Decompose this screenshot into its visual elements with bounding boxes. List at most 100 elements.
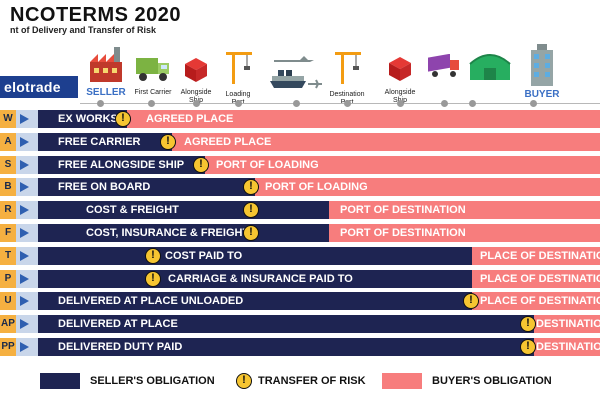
seller-obligation-bar — [38, 155, 205, 174]
buyer-obligation-bar — [255, 178, 600, 197]
incoterm-row: A FREE CARRIER AGREED PLACE! — [0, 132, 600, 151]
legend-seller-swatch — [40, 373, 80, 389]
play-arrow-icon — [16, 338, 38, 356]
incoterm-row: W EX WORKS AGREED PLACE! — [0, 110, 600, 128]
risk-transfer-icon: ! — [520, 316, 536, 333]
timeline — [80, 103, 600, 104]
buyer-term-label: AGREED PLACE — [146, 113, 234, 125]
stage-alongside-ship: Alongside Ship — [176, 54, 216, 105]
timeline-dot — [397, 100, 404, 107]
buyer-obligation-bar — [472, 246, 600, 265]
factory-icon — [90, 47, 122, 82]
risk-transfer-icon: ! — [463, 293, 479, 310]
buyer-term-label: PORT OF DESTINATION — [340, 204, 466, 217]
stage-first-carrier: First Carrier — [130, 52, 176, 97]
legend-buyer-label: BUYER'S OBLIGATION — [432, 375, 552, 387]
timeline-dot — [148, 100, 155, 107]
incoterm-code: S — [0, 155, 16, 174]
incoterm-row: S FREE ALONGSIDE SHIP PORT OF LOADING! — [0, 155, 600, 174]
buyer-term-label: PORT OF LOADING — [216, 158, 319, 171]
incoterm-row: U DELIVERED AT PLACE UNLOADED PLACE OF DES… — [0, 292, 600, 311]
seller-term-label: EX WORKS — [58, 113, 118, 125]
timeline-dot — [97, 100, 104, 107]
timeline-dot — [235, 100, 242, 107]
incoterm-row: P CARRIAGE & INSURANCE PAID TO PLACE OF DE… — [0, 269, 600, 288]
buyer-obligation-bar — [534, 315, 600, 334]
risk-transfer-icon: ! — [160, 133, 176, 150]
seller-obligation-bar — [38, 178, 255, 197]
stage-warehouse — [466, 48, 514, 87]
buyer-obligation-bar — [172, 132, 600, 151]
play-arrow-icon — [16, 178, 38, 197]
risk-transfer-icon: ! — [145, 247, 161, 264]
stage-label: SELLER — [86, 87, 126, 98]
seller-obligation-bar — [38, 110, 127, 128]
stage-label: First Carrier — [134, 89, 172, 96]
seller-term-label: CARRIAGE & INSURANCE PAID TO — [168, 272, 353, 285]
timeline-dot — [441, 100, 448, 107]
seller-obligation-bar — [38, 338, 534, 356]
stage-loading-port: Loading Port — [220, 46, 256, 107]
incoterm-code: B — [0, 178, 16, 197]
buyer-term-label: DESTINATION — [536, 318, 600, 331]
seller-obligation-bar — [38, 201, 329, 220]
play-arrow-icon — [16, 246, 38, 265]
buyer-obligation-bar — [205, 155, 600, 174]
buyer-term-label: PORT OF DESTINATION — [340, 227, 466, 239]
seller-term-label: COST & FREIGHT — [86, 204, 179, 217]
crane-icon — [335, 52, 361, 84]
play-arrow-icon — [16, 110, 38, 128]
incoterm-code: U — [0, 292, 16, 311]
seller-term-label: DELIVERED AT PLACE UNLOADED — [58, 295, 244, 308]
seller-obligation-bar — [38, 132, 172, 151]
ship-plane-icon — [270, 56, 322, 89]
play-arrow-icon — [16, 224, 38, 242]
company-logo: elotrade — [0, 76, 78, 98]
seller-term-label: DELIVERED DUTY PAID — [58, 341, 183, 353]
seller-term-label: FREE ON BOARD — [58, 181, 151, 194]
play-arrow-icon — [16, 155, 38, 174]
buyer-obligation-bar — [127, 110, 600, 128]
play-arrow-icon — [16, 132, 38, 151]
timeline-dot — [293, 100, 300, 107]
play-arrow-icon — [16, 269, 38, 288]
stage-transit — [264, 50, 326, 99]
timeline-dot — [469, 100, 476, 107]
incoterm-code: P — [0, 269, 16, 288]
seller-obligation-bar — [38, 315, 534, 334]
legend-risk-label: TRANSFER OF RISK — [258, 375, 366, 387]
risk-transfer-icon: ! — [520, 339, 536, 355]
seller-term-label: DELIVERED AT PLACE — [58, 318, 178, 331]
incoterm-code: F — [0, 224, 16, 242]
truck-icon — [136, 58, 169, 81]
seller-term-label: COST PAID TO — [165, 249, 243, 262]
play-arrow-icon — [16, 315, 38, 334]
incoterm-row: F COST, INSURANCE & FREIGHT PORT OF DESTIN… — [0, 224, 600, 242]
stage-alongside-ship-dest: Alongside Ship — [378, 52, 422, 105]
timeline-dot — [344, 100, 351, 107]
legend-buyer-swatch — [382, 373, 422, 389]
risk-transfer-icon: ! — [243, 202, 259, 219]
stage-destination-port: Destination Port — [327, 46, 367, 107]
building-icon — [531, 44, 553, 86]
incoterm-row: T COST PAID TO PLACE OF DESTINATION! — [0, 246, 600, 265]
buyer-obligation-bar — [329, 224, 600, 242]
timeline-dot — [530, 100, 537, 107]
stage-delivery — [424, 53, 464, 85]
timeline-dot — [193, 100, 200, 107]
play-arrow-icon — [16, 201, 38, 220]
risk-transfer-icon: ! — [115, 111, 131, 127]
buyer-term-label: PORT OF LOADING — [265, 181, 368, 194]
seller-obligation-bar — [38, 292, 472, 311]
risk-transfer-icon: ! — [193, 156, 209, 173]
incoterm-row: PP DELIVERED DUTY PAID DESTINATION! — [0, 338, 600, 356]
buyer-term-label: PLACE OF DESTINATION — [480, 249, 600, 262]
incoterm-code: AP — [0, 315, 16, 334]
incoterm-row: AP DELIVERED AT PLACE DESTINATION! — [0, 315, 600, 334]
buyer-obligation-bar — [329, 201, 600, 220]
buyer-term-label: PLACE OF DESTINATION — [480, 272, 600, 285]
seller-term-label: FREE CARRIER — [58, 135, 141, 148]
seller-term-label: FREE ALONGSIDE SHIP — [58, 158, 185, 171]
seller-term-label: COST, INSURANCE & FREIGHT — [86, 227, 250, 239]
buyer-obligation-bar — [472, 292, 600, 311]
